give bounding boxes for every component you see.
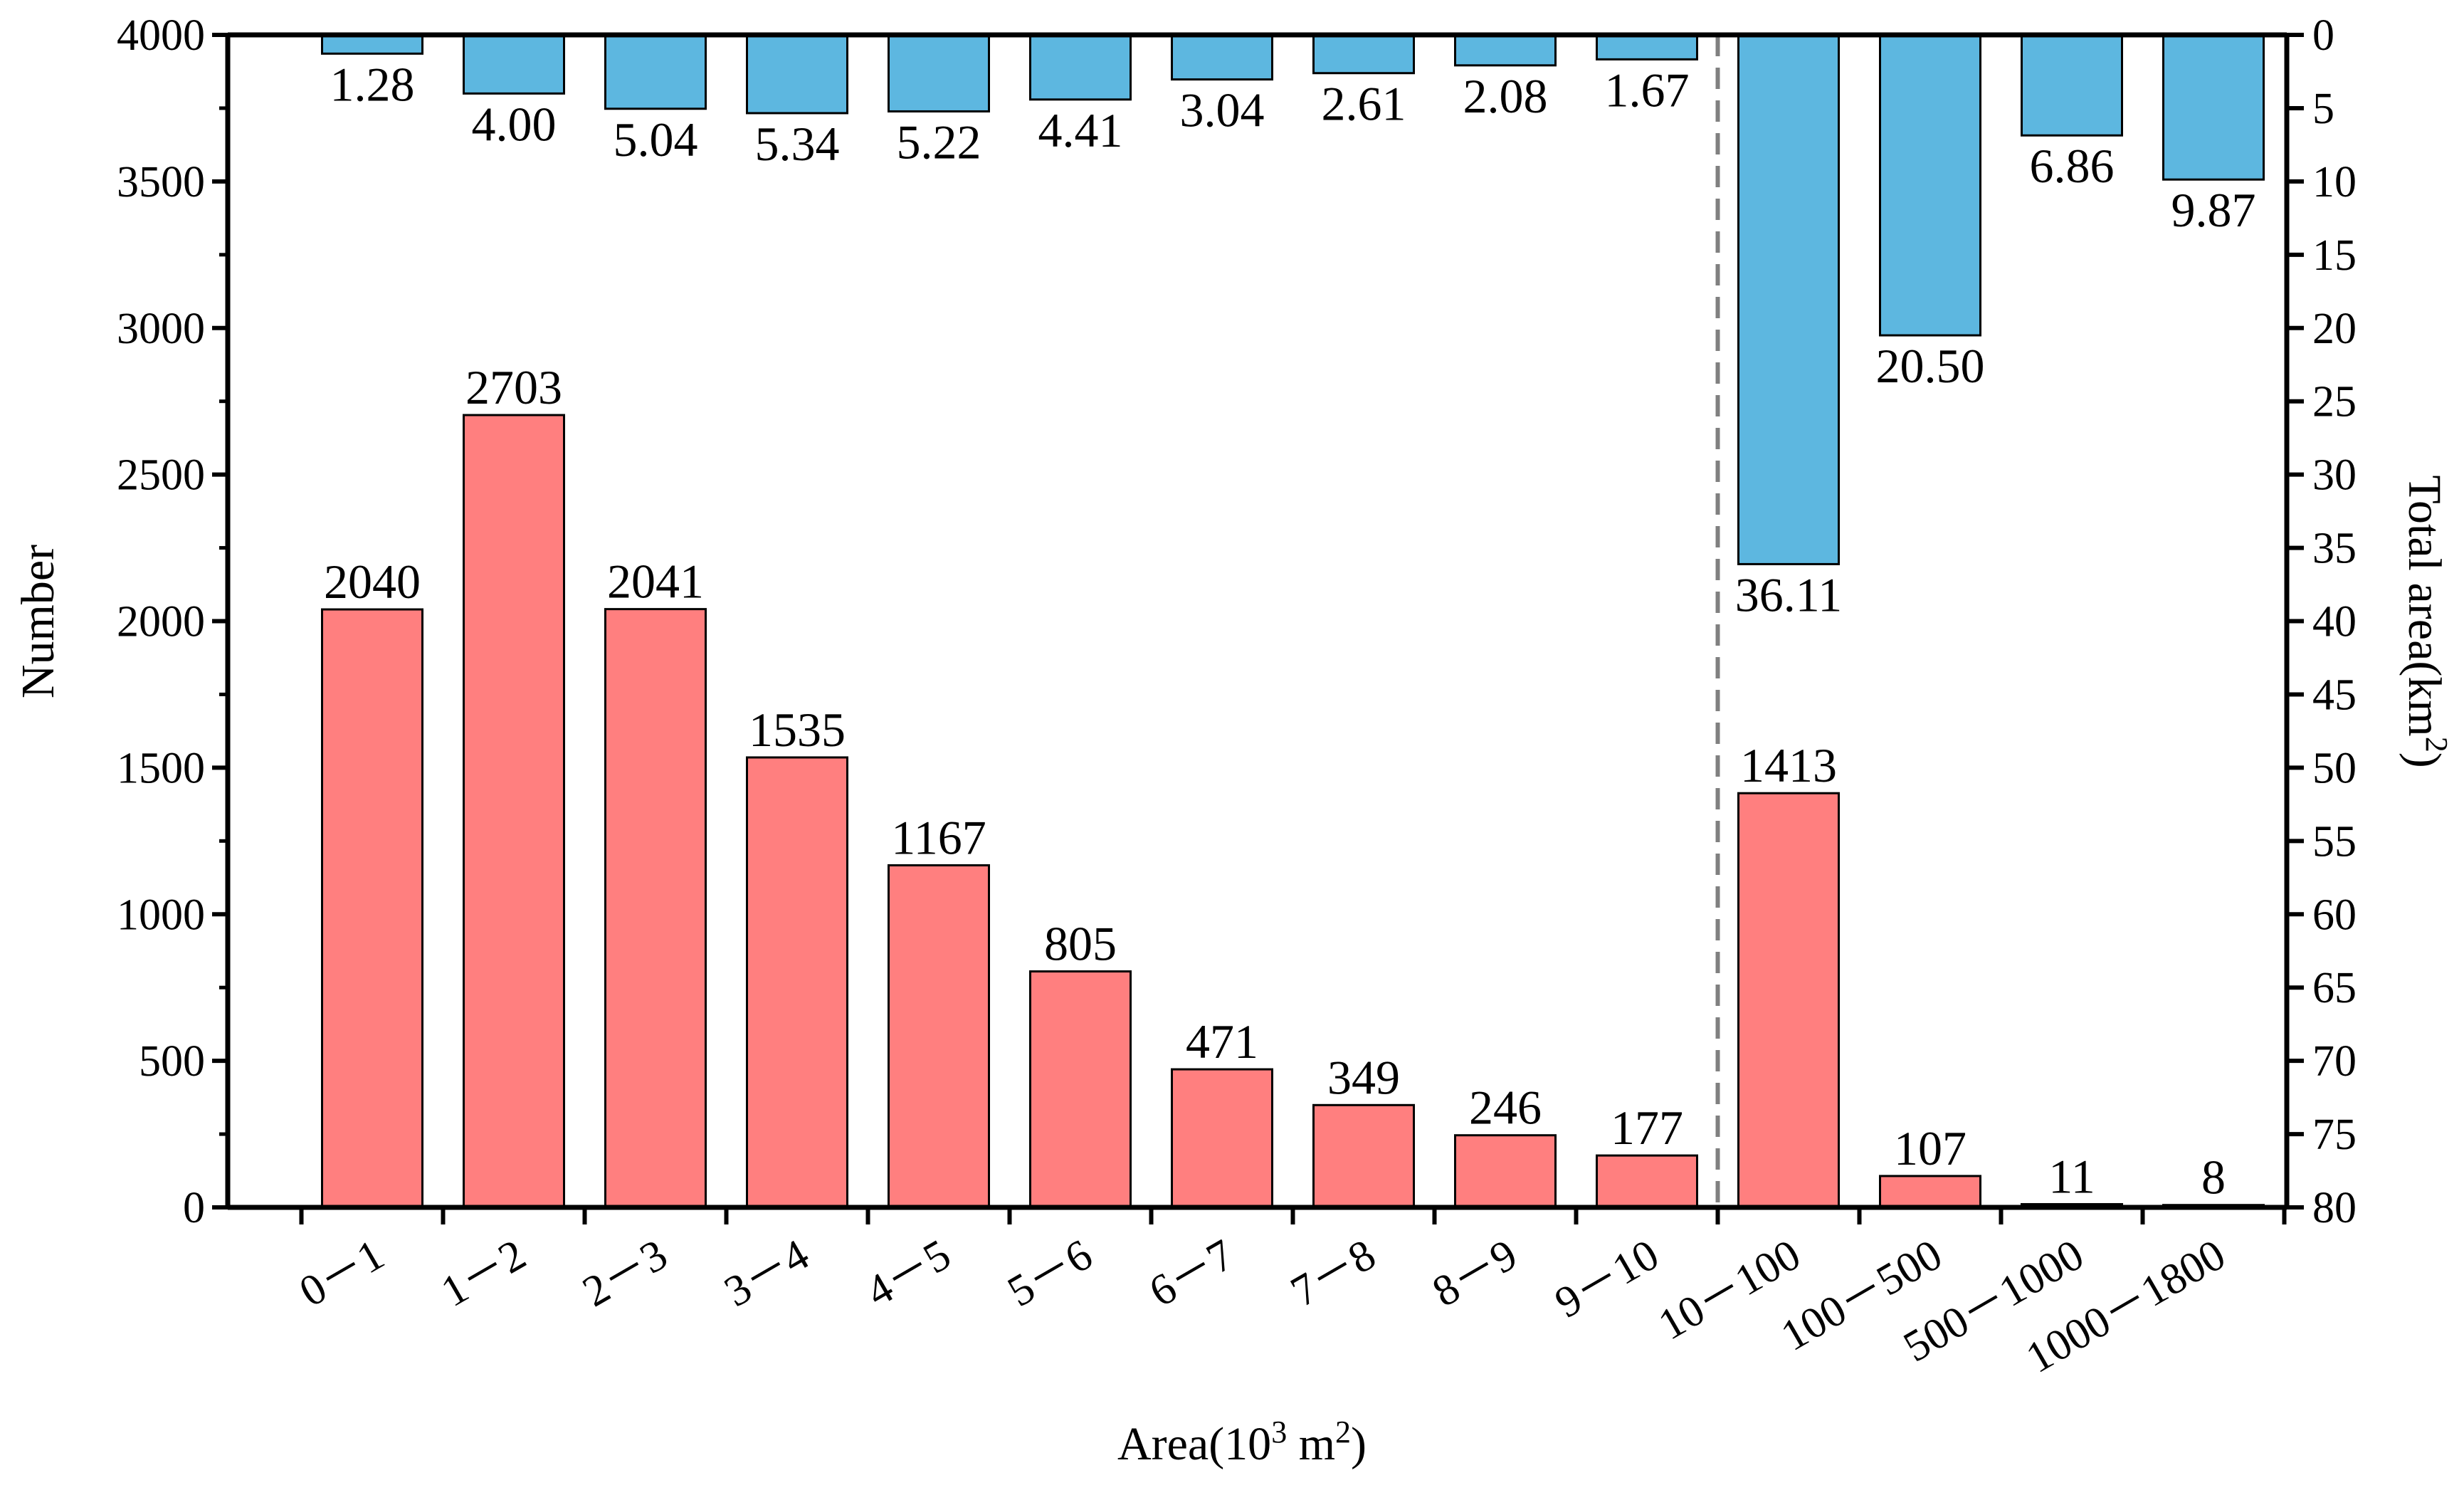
number-label-9: 177 xyxy=(1611,1101,1683,1155)
y-tick-label-7: 3500 xyxy=(117,158,205,206)
x-tick-label-1: 1－2 xyxy=(433,1230,534,1316)
x-tick-label-4: 4－5 xyxy=(858,1230,959,1316)
x-tick-label-0: 0－1 xyxy=(292,1230,392,1316)
y-tick-label-4: 2000 xyxy=(117,598,205,646)
y2-tick-label-9: 45 xyxy=(2312,671,2357,719)
y2-tick-label-1: 5 xyxy=(2312,85,2334,133)
number-bar-9 xyxy=(1596,1154,1698,1209)
number-label-3: 1535 xyxy=(749,703,846,757)
number-label-10: 1413 xyxy=(1740,738,1837,792)
area-label-5: 4.41 xyxy=(1038,103,1123,157)
area-label-10: 36.11 xyxy=(1735,567,1842,621)
y2-tick-label-14: 70 xyxy=(2312,1037,2357,1086)
number-label-13: 8 xyxy=(2201,1150,2226,1205)
number-bar-8 xyxy=(1454,1134,1557,1209)
area-label-7: 2.61 xyxy=(1322,77,1406,131)
area-label-11: 20.50 xyxy=(1876,339,1985,393)
number-bar-0 xyxy=(321,608,423,1209)
y2-tick-label-11: 55 xyxy=(2312,817,2357,866)
area-bar-7 xyxy=(1312,33,1415,75)
y2-tick-label-2: 10 xyxy=(2312,158,2357,206)
area-label-8: 2.08 xyxy=(1463,69,1548,123)
area-bar-13 xyxy=(2162,33,2265,181)
number-label-11: 107 xyxy=(1894,1121,1967,1175)
bars-layer: 2040 2703 2041 1535 1167 805 471 349 246 177 1413 1… xyxy=(321,33,2265,1209)
number-bar-10 xyxy=(1737,792,1840,1209)
area-label-9: 1.67 xyxy=(1605,63,1690,117)
number-label-5: 805 xyxy=(1044,917,1117,971)
x-tick-label-2: 2－3 xyxy=(575,1230,675,1316)
y2-tick-label-3: 15 xyxy=(2312,231,2357,280)
area-bar-0 xyxy=(321,33,423,55)
number-bar-7 xyxy=(1312,1103,1415,1209)
y2-tick-label-0: 0 xyxy=(2312,11,2334,60)
number-bar-5 xyxy=(1029,970,1132,1209)
y2-tick-label-13: 65 xyxy=(2312,964,2357,1012)
y-tick-label-5: 2500 xyxy=(117,451,205,500)
y-tick-label-0: 0 xyxy=(183,1184,205,1232)
number-bar-1 xyxy=(463,414,565,1209)
number-bar-2 xyxy=(604,608,707,1209)
area-label-1: 4.00 xyxy=(472,97,557,151)
area-label-6: 3.04 xyxy=(1180,83,1265,137)
area-label-12: 6.86 xyxy=(2030,139,2115,193)
y2-axis-title: Total area(km2) xyxy=(2399,475,2454,767)
area-bar-6 xyxy=(1171,33,1273,81)
area-bar-1 xyxy=(463,33,565,95)
y-tick-label-8: 4000 xyxy=(117,11,205,60)
area-label-13: 9.87 xyxy=(2171,183,2256,237)
area-bar-5 xyxy=(1029,33,1132,101)
x-axis-title: Area(103 m2) xyxy=(1117,1415,1367,1470)
area-bar-10 xyxy=(1737,33,1840,565)
number-bar-6 xyxy=(1171,1068,1273,1209)
x-tick-label-3: 3－4 xyxy=(717,1230,817,1316)
y2-tick-label-4: 20 xyxy=(2312,305,2357,353)
number-bar-3 xyxy=(746,756,848,1209)
y-tick-label-1: 500 xyxy=(139,1037,205,1086)
area-bar-11 xyxy=(1879,33,1981,337)
area-bar-4 xyxy=(888,33,990,112)
number-label-2: 2041 xyxy=(607,555,704,609)
y2-tick-label-15: 75 xyxy=(2312,1111,2357,1159)
area-bar-9 xyxy=(1596,33,1698,61)
x-tick-label-7: 7－8 xyxy=(1283,1230,1384,1316)
y-tick-label-3: 1500 xyxy=(117,744,205,792)
y-tick-label-6: 3000 xyxy=(117,305,205,353)
y-axis-title: Number xyxy=(12,545,64,698)
y2-tick-label-10: 50 xyxy=(2312,744,2357,792)
area-bar-12 xyxy=(2021,33,2123,137)
area-label-2: 5.04 xyxy=(614,112,698,167)
y2-tick-label-8: 40 xyxy=(2312,598,2357,646)
area-bar-2 xyxy=(604,33,707,110)
number-label-8: 246 xyxy=(1469,1081,1542,1135)
area-label-4: 5.22 xyxy=(897,115,981,169)
y2-tick-label-6: 30 xyxy=(2312,451,2357,500)
x-tick-label-6: 6－7 xyxy=(1142,1230,1242,1316)
number-label-1: 2703 xyxy=(465,360,562,414)
number-bar-11 xyxy=(1879,1175,1981,1209)
x-tick-label-9: 9－10 xyxy=(1547,1230,1667,1327)
y2-tick-label-12: 60 xyxy=(2312,891,2357,939)
number-label-7: 349 xyxy=(1327,1050,1400,1104)
x-tick-label-5: 5－6 xyxy=(1000,1230,1100,1316)
number-label-12: 11 xyxy=(2048,1149,2095,1203)
number-label-6: 471 xyxy=(1186,1014,1258,1069)
number-label-4: 1167 xyxy=(891,810,986,864)
y2-tick-label-7: 35 xyxy=(2312,525,2357,573)
y-tick-label-2: 1000 xyxy=(117,891,205,939)
number-bar-4 xyxy=(888,864,990,1209)
area-bar-3 xyxy=(746,33,848,115)
area-bar-8 xyxy=(1454,33,1557,67)
x-tick-label-8: 8－9 xyxy=(1425,1230,1525,1316)
area-label-0: 1.28 xyxy=(330,57,415,111)
y2-tick-label-5: 25 xyxy=(2312,378,2357,426)
area-label-3: 5.34 xyxy=(755,117,840,171)
number-label-0: 2040 xyxy=(324,555,421,609)
y2-tick-label-16: 80 xyxy=(2312,1184,2357,1232)
